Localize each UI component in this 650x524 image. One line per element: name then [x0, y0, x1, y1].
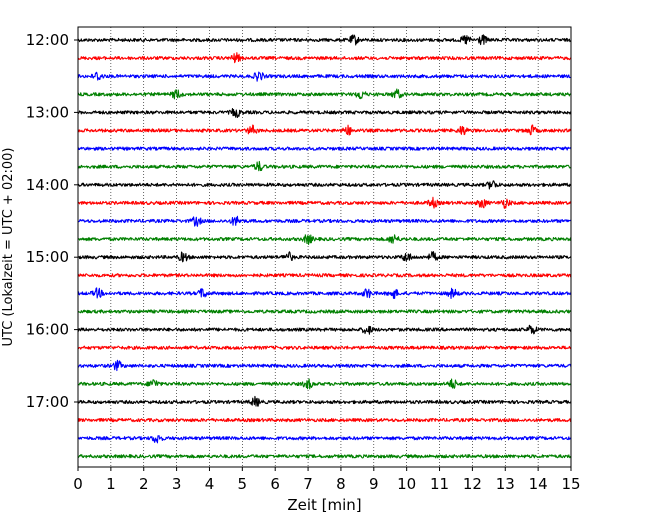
y-tick-label-5: 17:00	[26, 393, 69, 411]
trace-row-11	[77, 234, 572, 246]
x-tick-label-4: 4	[205, 475, 215, 493]
y-tick-label-1: 13:00	[26, 103, 69, 121]
trace-row-13	[77, 273, 572, 278]
x-tick-label-6: 6	[270, 475, 280, 493]
x-tick-label-15: 15	[561, 475, 580, 493]
trace-row-23	[77, 454, 572, 459]
trace-row-5	[77, 124, 572, 136]
x-tick-label-14: 14	[529, 475, 548, 493]
x-axis-ticks: 0 1 2 3 4 5 6 7 8 9 10 11 12 13 14 15	[73, 467, 581, 493]
x-tick-label-10: 10	[397, 475, 416, 493]
trace-row-1	[77, 52, 572, 64]
trace-row-18	[77, 359, 572, 372]
trace-row-4	[77, 108, 572, 119]
trace-layer	[77, 34, 572, 459]
y-tick-label-0: 12:00	[26, 31, 69, 49]
trace-row-16	[77, 324, 572, 335]
trace-row-0	[77, 34, 572, 46]
trace-row-9	[77, 196, 572, 209]
x-tick-label-11: 11	[430, 475, 449, 493]
x-tick-label-13: 13	[496, 475, 515, 493]
grid-layer	[110, 27, 539, 467]
x-tick-label-9: 9	[369, 475, 379, 493]
trace-row-2	[77, 71, 572, 82]
trace-row-17	[77, 345, 572, 350]
trace-row-8	[77, 180, 572, 190]
plot-frame	[77, 26, 572, 468]
x-tick-label-2: 2	[139, 475, 149, 493]
x-axis-label: Zeit [min]	[287, 496, 361, 514]
trace-row-7	[77, 160, 572, 172]
trace-row-15	[77, 309, 572, 314]
y-axis-ticks: 12:00 13:00 14:00 15:00 16:00 17:00	[26, 31, 78, 411]
x-tick-label-0: 0	[73, 475, 83, 493]
trace-row-20	[77, 395, 572, 407]
trace-row-21	[77, 417, 572, 423]
x-tick-label-5: 5	[238, 475, 248, 493]
trace-row-3	[77, 88, 572, 100]
trace-row-6	[77, 146, 572, 151]
y-axis-label: UTC (Lokalzeit = UTC + 02:00)	[1, 148, 16, 347]
trace-row-12	[77, 251, 572, 263]
x-tick-label-8: 8	[336, 475, 346, 493]
x-tick-label-7: 7	[303, 475, 313, 493]
y-tick-label-2: 14:00	[26, 176, 69, 194]
x-tick-label-12: 12	[463, 475, 482, 493]
y-tick-label-4: 16:00	[26, 321, 69, 339]
trace-row-14	[77, 287, 572, 300]
trace-row-19	[77, 378, 572, 390]
trace-row-10	[77, 215, 572, 227]
x-tick-label-3: 3	[172, 475, 182, 493]
x-tick-label-1: 1	[106, 475, 116, 493]
y-tick-label-3: 15:00	[26, 248, 69, 266]
trace-row-22	[77, 435, 572, 444]
